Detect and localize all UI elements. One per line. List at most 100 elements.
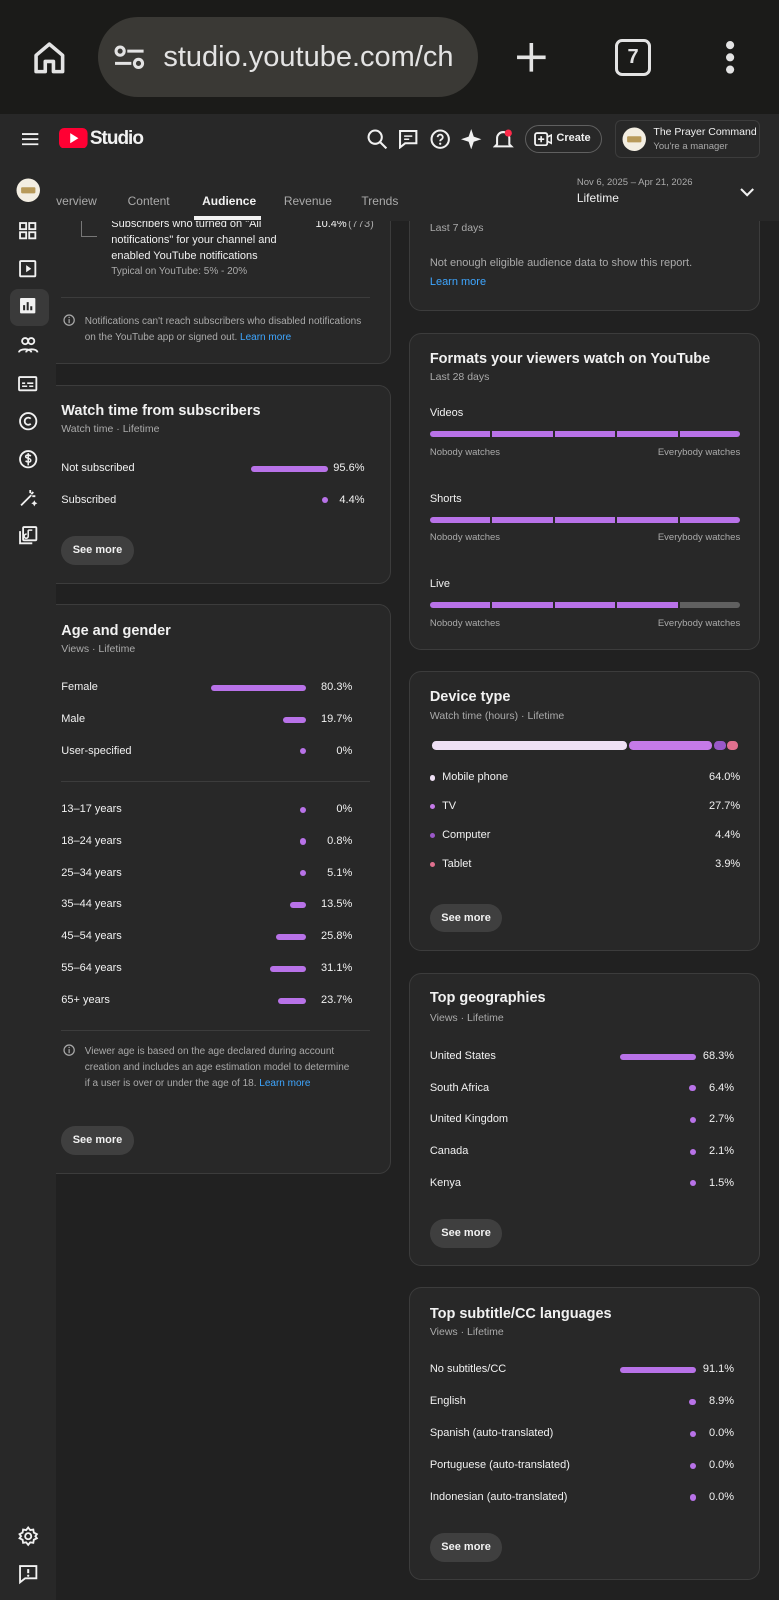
bar xyxy=(275,933,307,941)
bar xyxy=(690,1116,697,1124)
card-subtitle: Last 7 days xyxy=(429,222,484,235)
card xyxy=(40,604,392,1175)
empty-text: Not enough eligible audience data to sho… xyxy=(429,256,693,269)
url-bar[interactable] xyxy=(98,17,478,97)
date-chevron xyxy=(740,188,755,197)
meter-segment xyxy=(429,430,491,437)
new-tab-button xyxy=(516,42,546,72)
bar xyxy=(269,965,307,972)
bar xyxy=(690,1494,697,1501)
nav-icon xyxy=(19,1565,38,1585)
row-value: 6.4% xyxy=(709,1081,735,1094)
tab[interactable]: verview xyxy=(56,193,97,208)
row-value: 0% xyxy=(336,802,353,815)
sparkle-icon xyxy=(461,128,482,150)
note-text: Notifications can't reach subscribers wh… xyxy=(84,315,362,343)
bar xyxy=(290,902,307,909)
divider xyxy=(61,1030,370,1032)
see-more-button[interactable]: See more xyxy=(429,1219,503,1248)
nav-icon xyxy=(20,490,38,507)
row-value: 0.0% xyxy=(709,1459,735,1471)
bar xyxy=(619,1053,697,1060)
bar xyxy=(321,497,328,504)
row-value: 19.7% xyxy=(321,713,353,726)
bar xyxy=(278,997,307,1004)
card-subtitle: Last 28 days xyxy=(429,371,490,384)
create-button[interactable] xyxy=(524,124,603,154)
meter-segment xyxy=(679,602,741,609)
device-label: Tablet xyxy=(442,857,472,870)
device-label: TV xyxy=(442,800,457,813)
nav-icon xyxy=(19,412,38,431)
divider xyxy=(61,781,370,783)
tab[interactable]: Audience xyxy=(202,193,257,208)
bar xyxy=(690,1180,697,1187)
row-label: Male xyxy=(61,713,86,726)
see-more-button[interactable]: See more xyxy=(429,903,503,933)
row-label: Canada xyxy=(429,1144,469,1157)
see-more-button[interactable]: See more xyxy=(61,1126,134,1155)
row-value: 2.1% xyxy=(709,1144,735,1157)
help-icon xyxy=(430,129,450,149)
card-title: Device type xyxy=(429,689,511,706)
format-meter xyxy=(429,602,741,609)
nav-icon xyxy=(19,260,37,278)
learn-more-link[interactable]: Learn more xyxy=(429,276,487,289)
format-label: Videos xyxy=(429,406,464,419)
row-label: 55–64 years xyxy=(61,962,122,975)
format-meter xyxy=(429,430,741,437)
see-more-button[interactable]: See more xyxy=(429,1533,503,1563)
format-label: Shorts xyxy=(429,492,462,505)
bar xyxy=(690,1430,697,1437)
row-label: Indonesian (auto-translated) xyxy=(429,1490,568,1503)
row-label: 13–17 years xyxy=(61,802,122,815)
row-label: English xyxy=(429,1395,466,1408)
nav-icon xyxy=(18,1526,39,1547)
card xyxy=(409,972,760,1266)
row-label: Female xyxy=(61,681,98,694)
row-label: Spanish (auto-translated) xyxy=(429,1427,554,1440)
stacked-segment xyxy=(431,741,627,751)
sidebar xyxy=(0,166,57,1600)
learn-more-link[interactable]: Learn more xyxy=(240,331,292,343)
card-title: Top geographies xyxy=(429,990,546,1007)
scale-max: Everybody watches xyxy=(657,446,741,458)
tab[interactable]: Revenue xyxy=(283,193,332,208)
notifications-icon xyxy=(493,129,514,148)
meter-segment xyxy=(679,430,741,437)
tab[interactable]: Content xyxy=(127,193,170,208)
learn-more-link[interactable]: Learn more xyxy=(259,1078,311,1090)
bar xyxy=(688,1398,697,1406)
row-value: 8.9% xyxy=(709,1395,735,1408)
card-title: Age and gender xyxy=(61,622,171,639)
row-value: 68.3% xyxy=(702,1050,735,1062)
legend-dot xyxy=(429,775,435,781)
bar xyxy=(300,838,307,845)
card-subtitle: Watch time · Lifetime xyxy=(61,423,160,436)
row-value: 80.3% xyxy=(321,681,353,694)
channel-avatar xyxy=(16,178,41,202)
row-label: 35–44 years xyxy=(61,898,122,911)
bar xyxy=(300,806,307,813)
tab[interactable]: Trends xyxy=(361,193,399,208)
legend-dot xyxy=(429,833,435,839)
tab-underline xyxy=(193,216,262,220)
stacked-segment xyxy=(628,741,713,751)
meter-segment xyxy=(554,516,616,523)
create-label: Create xyxy=(556,132,591,145)
card-subtitle: Views · Lifetime xyxy=(429,1011,504,1024)
row-label: United States xyxy=(429,1050,496,1062)
card-title: Formats your viewers watch on YouTube xyxy=(429,351,711,368)
nav-icon xyxy=(18,337,39,353)
device-value: 64.0% xyxy=(709,771,741,784)
account-switcher[interactable] xyxy=(614,120,760,159)
format-label: Live xyxy=(429,578,451,591)
tab-switcher[interactable] xyxy=(614,38,652,76)
stacked-segment xyxy=(727,741,738,751)
device-value: 3.9% xyxy=(715,857,741,870)
url-text: studio.youtube.com/ch xyxy=(163,40,454,73)
see-more-button[interactable]: See more xyxy=(61,536,134,565)
row-label: 25–34 years xyxy=(61,866,122,879)
row-value: 4.4% xyxy=(339,493,365,506)
